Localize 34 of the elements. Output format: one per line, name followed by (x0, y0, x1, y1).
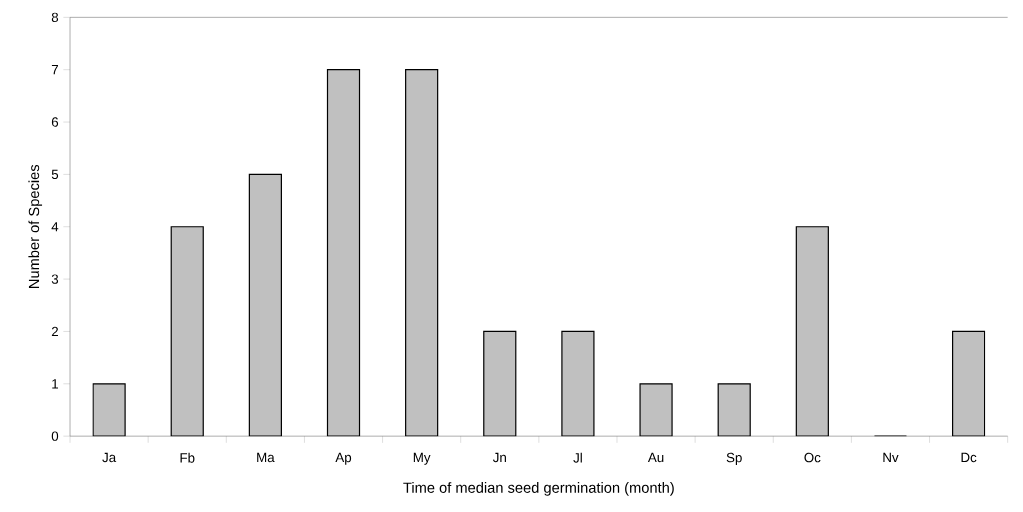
x-tick-label: Ap (335, 452, 352, 465)
bar (795, 226, 829, 437)
y-tick-label: 5 (51, 169, 59, 179)
x-tick-label: Jn (492, 452, 506, 463)
bar (561, 330, 595, 437)
x-tick-label: My (413, 452, 431, 465)
x-axis-title: Time of median seed germination (month) (403, 482, 674, 496)
bar (483, 330, 517, 437)
y-tick-label: 3 (51, 274, 59, 284)
bar (248, 173, 282, 437)
x-tick-label: Jl (573, 452, 582, 463)
bar (952, 330, 986, 437)
x-tick-label: Dc (961, 452, 977, 463)
x-tick-label: Fb (180, 452, 195, 463)
x-tick-label: Sp (726, 452, 742, 465)
x-tick-label: Au (647, 452, 664, 463)
y-tick-label: 7 (51, 65, 58, 75)
bar (405, 69, 439, 437)
bar (639, 383, 673, 437)
y-tick-label: 8 (51, 12, 59, 22)
y-tick-label: 0 (51, 431, 59, 441)
x-tick-label: Ma (257, 452, 275, 463)
bar (170, 226, 204, 437)
y-tick-label: 2 (51, 326, 58, 337)
y-tick-label: 1 (52, 379, 59, 389)
y-axis-title: Number of Species (28, 164, 43, 288)
x-tick-label: Ja (102, 452, 117, 463)
x-tick-label: Nv (883, 452, 899, 462)
x-tick-label: Oc (804, 452, 821, 463)
bar (717, 383, 751, 437)
bar (326, 69, 361, 437)
bar (92, 383, 126, 437)
y-tick-label: 6 (51, 117, 59, 127)
y-tick-label: 4 (51, 222, 59, 232)
